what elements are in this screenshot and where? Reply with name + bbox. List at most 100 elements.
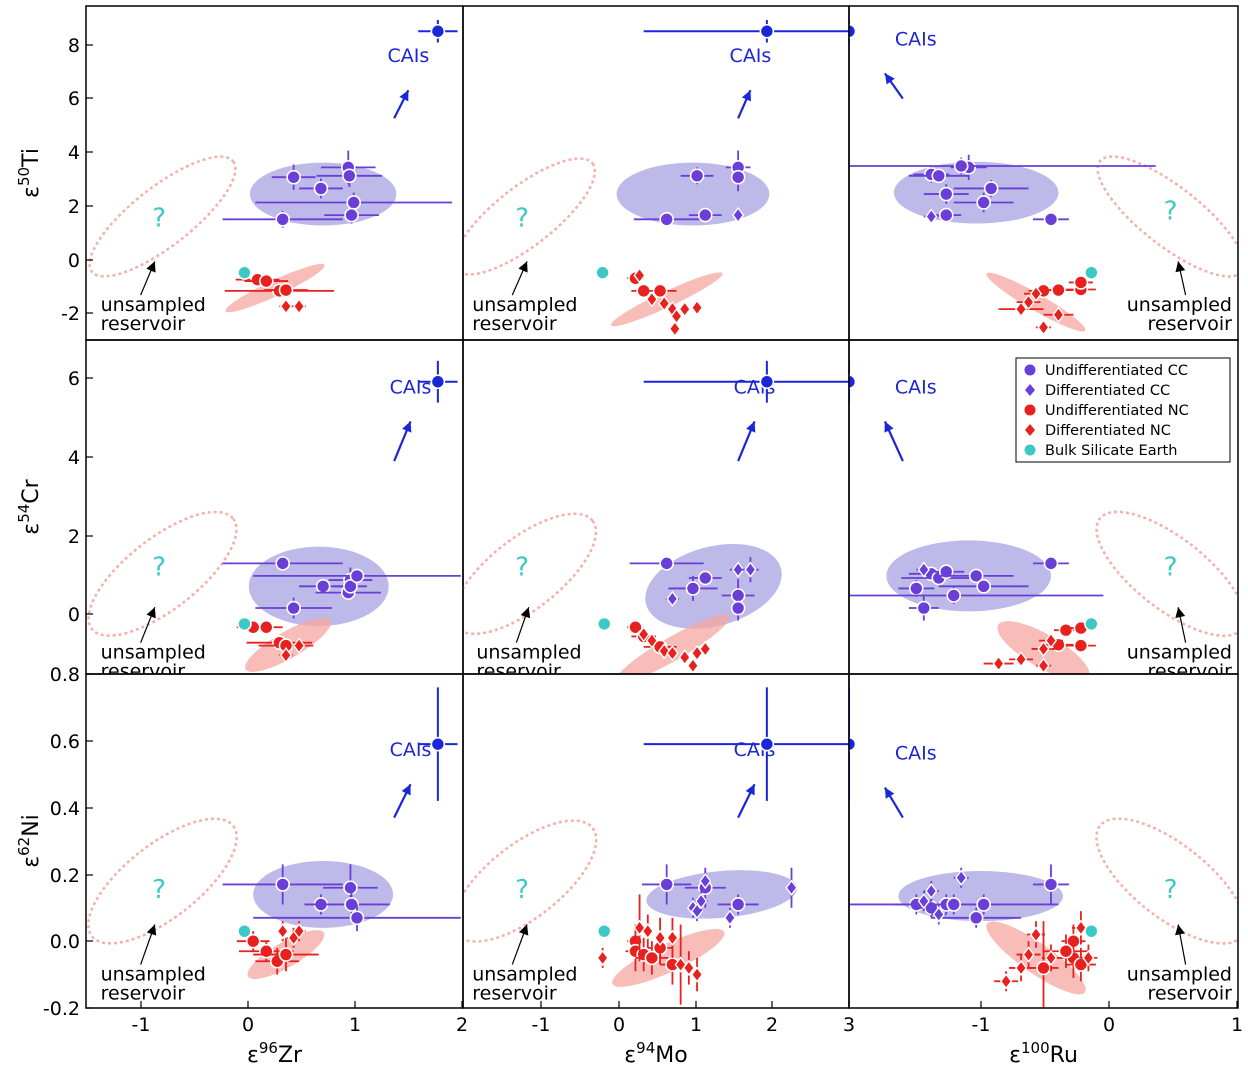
nc-differentiated-point (596, 947, 609, 968)
nc-differentiated-point (1036, 319, 1051, 336)
unsampled-label: unsampled (101, 964, 206, 986)
legend-marker (1024, 364, 1036, 376)
cc-differentiated-point (732, 206, 745, 224)
legend-label: Differentiated CC (1045, 383, 1170, 399)
cc-undifferentiated-point (849, 894, 1059, 915)
bse-point (237, 616, 252, 632)
unsampled-reservoir-ellipse (87, 817, 238, 945)
cc-undifferentiated-point (953, 192, 1014, 213)
nc-differentiated-point (1042, 944, 1060, 972)
nc-differentiated-point (668, 320, 682, 337)
cai-arrow (393, 420, 412, 462)
cc-undifferentiated-point (730, 595, 746, 621)
reservoir-label: reservoir (1148, 661, 1233, 683)
bse-point (1084, 923, 1099, 939)
reservoir-label: reservoir (101, 313, 186, 335)
cc-undifferentiated-point (938, 579, 1029, 594)
cai-arrow (393, 89, 410, 119)
nc-undifferentiated-point (1065, 947, 1096, 982)
cc-undifferentiated-point (324, 206, 379, 224)
cc-undifferentiated-point (1033, 212, 1069, 227)
nc-differentiated-point (983, 655, 1014, 672)
cc-undifferentiated-point (334, 579, 367, 594)
nc-differentiated-point (276, 921, 289, 942)
cc-undifferentiated-point (316, 164, 383, 188)
unsampled-arrow (1175, 607, 1187, 643)
x-tick-label: 1 (1231, 1014, 1243, 1036)
nc-undifferentiated-point (1065, 638, 1096, 653)
cc-undifferentiated-point (953, 180, 1029, 197)
unsampled-reservoir-ellipse (1095, 817, 1238, 945)
nc-differentiated-point (699, 640, 712, 658)
nc-differentiated-point (1009, 651, 1034, 668)
nc-differentiated-point (292, 637, 306, 654)
nc-differentiated-point (1016, 293, 1041, 311)
unsampled-label: unsampled (101, 642, 206, 664)
unknown-reservoir-question-mark: ? (152, 875, 166, 905)
y-tick-label: 4 (68, 447, 80, 469)
cc-differentiated-point (742, 557, 759, 583)
cc-undifferentiated-point (688, 570, 722, 586)
nc-differentiated-point (1039, 632, 1063, 649)
reservoir-label: reservoir (101, 661, 186, 683)
legend-marker (1024, 444, 1036, 456)
reservoir-label: reservoir (1148, 983, 1233, 1005)
cai-arrow (737, 420, 756, 462)
cc-undifferentiated-point (688, 207, 722, 223)
bse-point (596, 923, 612, 939)
x-tick-label: 3 (843, 1014, 855, 1036)
legend-label: Undifferentiated CC (1045, 363, 1188, 379)
cai-point (643, 687, 849, 801)
bse-point (595, 265, 610, 280)
y-axis-label: ε62Ni (15, 814, 44, 868)
unsampled-arrow (140, 924, 157, 965)
cc-undifferentiated-point (299, 178, 343, 199)
cc-field-ellipse (893, 161, 1059, 224)
unsampled-arrow (511, 924, 529, 965)
x-tick-label: -1 (972, 1014, 991, 1036)
x-axis-label: ε96Zr (247, 1039, 303, 1068)
cc-differentiated-point (723, 907, 737, 928)
legend-item: Undifferentiated NC (1024, 403, 1189, 419)
cc-undifferentiated-point (642, 864, 692, 905)
y-tick-label: 0.0 (50, 931, 80, 953)
y-tick-label: 2 (68, 196, 80, 218)
reservoir-label: reservoir (101, 983, 186, 1005)
nc-differentiated-point (292, 921, 306, 942)
reservoir-label: reservoir (476, 661, 561, 683)
unsampled-reservoir-ellipse (1095, 510, 1238, 637)
cc-field-ellipse (646, 870, 797, 919)
nc-undifferentiated-point (264, 282, 308, 298)
y-tick-label: 0.2 (50, 865, 80, 887)
nc-undifferentiated-point (1028, 921, 1059, 1008)
cc-undifferentiated-point (253, 568, 461, 584)
nc-undifferentiated-point (643, 283, 677, 299)
nc-differentiated-point (690, 299, 704, 316)
nc-differentiated-point (686, 657, 700, 674)
cai-arrow (884, 72, 904, 100)
unsampled-reservoir-ellipse (463, 157, 597, 276)
nc-differentiated-point (666, 644, 679, 662)
cc-undifferentiated-point (222, 556, 343, 571)
unsampled-label: unsampled (101, 294, 206, 316)
legend-item: Differentiated NC (1025, 423, 1171, 439)
cai-arrow (883, 786, 904, 819)
nc-differentiated-point (292, 298, 306, 315)
cai-arrow (883, 420, 904, 462)
nc-differentiated-point (682, 951, 695, 985)
nc-differentiated-point (1043, 306, 1074, 323)
x-tick-label: 2 (766, 1014, 778, 1036)
nc-undifferentiated-point (249, 619, 283, 635)
y-axis-label: ε50Ti (15, 148, 44, 198)
nc-differentiated-point (658, 295, 671, 312)
x-axis-label: ε100Ru (1009, 1039, 1078, 1068)
cai-arrow (737, 89, 752, 119)
nc-differentiated-point (645, 291, 659, 308)
cc-field-ellipse (645, 543, 782, 629)
legend-marker (1024, 404, 1036, 416)
cc-differentiated-point (953, 867, 969, 888)
